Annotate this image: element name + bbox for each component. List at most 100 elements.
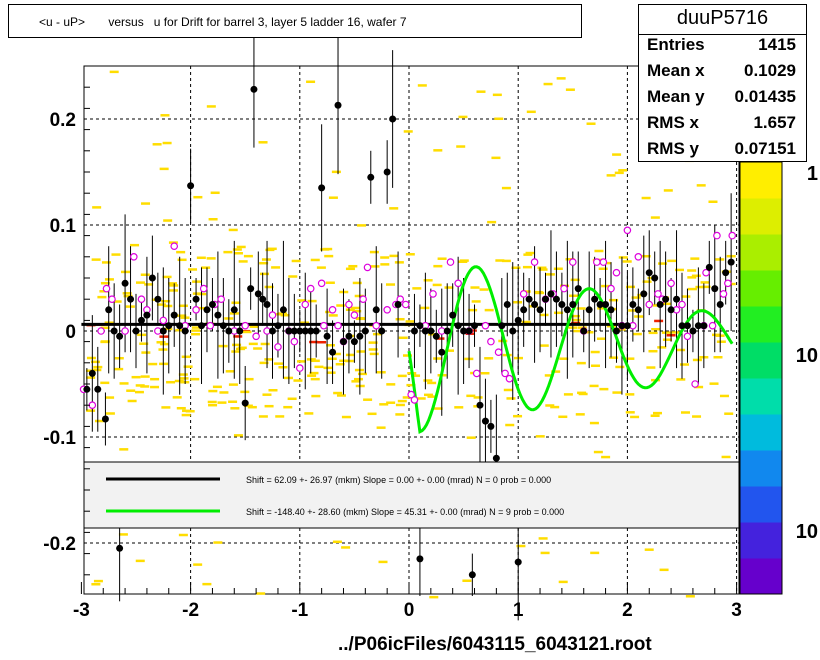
histogram-bin <box>91 258 101 261</box>
palette-label: 10 <box>796 521 818 543</box>
histogram-bin <box>369 352 379 356</box>
histogram-bin <box>456 145 466 148</box>
histogram-bin <box>701 285 711 289</box>
chart-title: <u - uP> versus u for Drift for barrel 3… <box>39 15 407 29</box>
data-point-magenta <box>295 364 304 372</box>
histogram-bin <box>476 90 486 93</box>
histogram-bin <box>261 258 271 261</box>
histogram-bin <box>152 143 162 146</box>
histogram-bin <box>416 397 426 400</box>
data-point-black <box>101 415 109 423</box>
data-point-black <box>378 327 386 335</box>
data-point-black <box>296 327 304 335</box>
histogram-bin <box>487 220 497 224</box>
histogram-bin <box>297 299 307 302</box>
histogram-bin <box>577 391 587 395</box>
histogram-bin <box>316 266 326 269</box>
histogram-bin <box>130 243 140 247</box>
histogram-bin <box>612 391 622 394</box>
histogram-bin <box>326 371 336 374</box>
histogram-bin <box>190 377 200 381</box>
data-point-black <box>154 295 162 303</box>
data-point-black <box>214 311 222 319</box>
histogram-bin <box>291 259 301 263</box>
histogram-bin <box>119 448 129 451</box>
histogram-bin <box>427 395 437 398</box>
palette-band <box>740 558 782 595</box>
data-point-black <box>716 301 724 308</box>
data-point-black <box>552 295 560 303</box>
data-point-magenta <box>306 284 315 293</box>
data-point-magenta <box>530 258 539 266</box>
data-point-magenta <box>102 284 111 293</box>
data-point-black <box>198 322 206 330</box>
data-point-magenta <box>494 348 503 357</box>
data-point-black <box>563 306 571 314</box>
legend: Shift = 62.09 +- 26.97 (mkm) Slope = 0.0… <box>83 461 740 529</box>
histogram-bin <box>492 93 502 97</box>
stats-value: 0.07151 <box>734 139 796 158</box>
histogram-bin <box>167 282 177 285</box>
histogram-bin <box>626 285 636 289</box>
histogram-bin <box>685 595 695 598</box>
palette-band <box>740 270 782 307</box>
histogram-bin <box>231 350 241 353</box>
data-point-magenta <box>702 268 710 277</box>
histogram-bin <box>90 360 100 364</box>
data-point-black <box>569 301 577 308</box>
histogram-bin <box>293 379 303 382</box>
histogram-bin <box>219 391 229 394</box>
data-point-black <box>94 385 102 393</box>
data-point-magenta <box>560 284 568 293</box>
histogram-bin <box>223 250 233 254</box>
data-point-black <box>279 306 287 314</box>
legend-entry: Shift = 62.09 +- 26.97 (mkm) Slope = 0.0… <box>246 475 551 485</box>
histogram-bin <box>176 406 186 410</box>
histogram-bin <box>345 267 355 271</box>
histogram-bin <box>403 130 413 133</box>
data-point-magenta <box>320 321 328 330</box>
palette-band <box>740 522 782 559</box>
histogram-bin <box>550 405 560 409</box>
histogram-bin <box>616 328 626 331</box>
data-point-magenta <box>108 295 116 304</box>
data-point-black <box>514 558 522 566</box>
data-point-magenta <box>568 258 577 266</box>
histogram-bin <box>232 248 242 251</box>
histogram-bin <box>379 403 389 406</box>
histogram-bin <box>427 381 437 385</box>
histogram-bin <box>140 385 150 388</box>
data-point-black <box>176 322 184 330</box>
data-point-black <box>121 279 129 287</box>
x-tick-label: 1 <box>513 600 524 621</box>
histogram-bin <box>458 260 468 263</box>
histogram-bin <box>141 202 151 205</box>
histogram-bin <box>395 413 405 416</box>
histogram-bin <box>551 370 561 373</box>
histogram-bin <box>615 365 625 369</box>
histogram-bin <box>328 196 338 199</box>
data-point-magenta <box>383 305 391 314</box>
histogram-bin <box>590 551 600 555</box>
histogram-bin <box>283 405 293 409</box>
histogram-bin <box>691 274 701 278</box>
data-point-black <box>285 327 293 335</box>
histogram-bin <box>652 411 662 415</box>
data-point-magenta <box>446 258 455 266</box>
histogram-bin <box>503 388 513 392</box>
histogram-bin <box>325 281 335 284</box>
data-point-black <box>416 555 424 563</box>
histogram-bin <box>236 347 246 351</box>
y-tick-label: 0.2 <box>50 110 76 131</box>
histogram-bin <box>565 88 575 91</box>
x-tick-label: 3 <box>731 600 742 621</box>
data-point-black <box>460 327 468 335</box>
histogram-bin <box>644 548 654 551</box>
data-point-magenta <box>667 279 675 288</box>
stats-key: RMS x <box>647 113 699 132</box>
y-tick-label: -0.2 <box>43 534 76 555</box>
histogram-bin <box>350 306 360 310</box>
histogram-bin <box>233 434 243 437</box>
histogram-bin <box>156 303 166 306</box>
histogram-bin <box>433 357 443 360</box>
